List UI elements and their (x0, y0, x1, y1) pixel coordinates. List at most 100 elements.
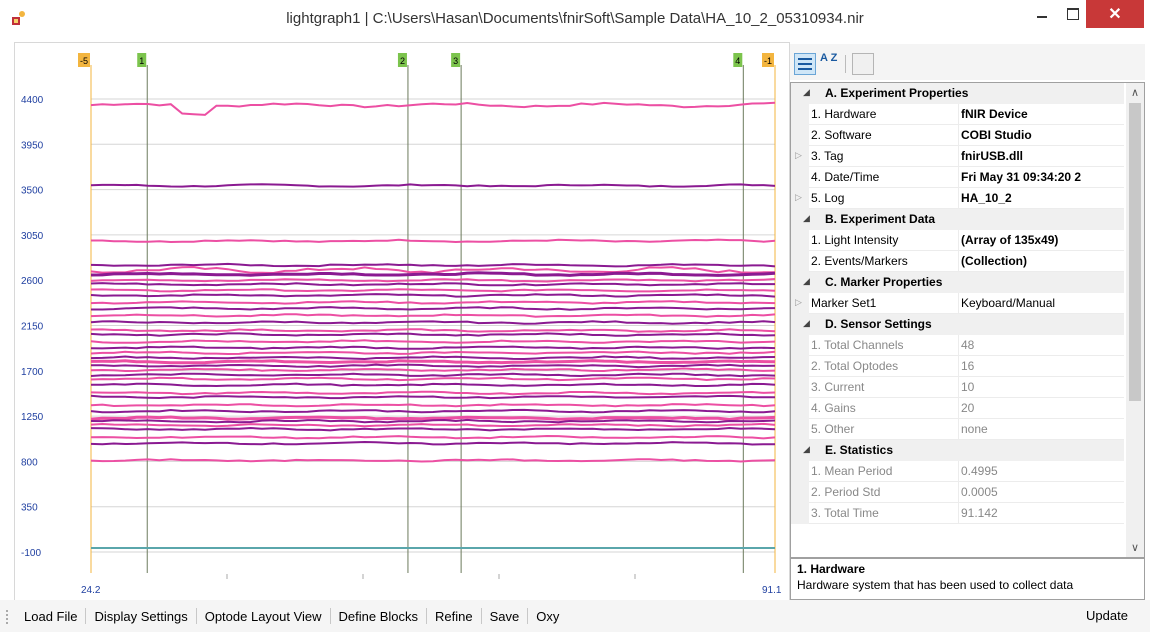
column-divider[interactable] (958, 104, 959, 125)
menu-item-refine[interactable]: Refine (435, 608, 473, 624)
property-row[interactable]: 2. Software COBI Studio (791, 125, 1124, 146)
marker-label: -1 (764, 56, 772, 66)
row-gutter (791, 188, 809, 209)
column-divider[interactable] (958, 251, 959, 272)
property-row[interactable]: 4. Gains 20 (791, 398, 1124, 419)
property-category[interactable]: ◢ D. Sensor Settings (791, 314, 1124, 335)
property-value[interactable]: (Array of 135x49) (961, 233, 1059, 247)
property-row[interactable]: 2. Period Std 0.0005 (791, 482, 1124, 503)
column-divider[interactable] (958, 503, 959, 524)
light-intensity-chart[interactable]: 4400 3950 3500 3050 2600 2150 1700 1250 800 350 -1… (15, 43, 789, 603)
column-divider[interactable] (958, 419, 959, 440)
menu-item-load-file[interactable]: Load File (24, 608, 78, 624)
update-button[interactable]: Update (1086, 608, 1128, 623)
collapse-arrow-icon[interactable]: ◢ (803, 318, 810, 328)
expand-arrow-icon[interactable]: ▷ (795, 297, 802, 307)
y-tick-label: 2150 (21, 322, 44, 333)
expand-arrow-icon[interactable]: ▷ (795, 150, 802, 160)
property-row[interactable]: 1. Total Channels 48 (791, 335, 1124, 356)
property-row[interactable]: ▷ 3. Tag fnirUSB.dll (791, 146, 1124, 167)
series-line (90, 355, 776, 361)
y-tick-label: 1250 (21, 412, 44, 423)
menu-item-save[interactable]: Save (489, 608, 520, 624)
collapse-arrow-icon[interactable]: ◢ (803, 444, 810, 454)
property-row[interactable]: 2. Events/Markers (Collection) (791, 251, 1124, 272)
series-line (90, 350, 776, 356)
column-divider[interactable] (958, 482, 959, 503)
menu-item-display-settings[interactable]: Display Settings (94, 608, 188, 624)
column-divider[interactable] (958, 146, 959, 167)
property-value[interactable]: COBI Studio (961, 128, 1032, 142)
categorized-button[interactable] (794, 53, 816, 75)
scroll-down-icon[interactable]: ∨ (1130, 542, 1140, 554)
y-tick-label: 1700 (21, 367, 44, 378)
property-value[interactable]: Fri May 31 09:34:20 2 (961, 170, 1082, 184)
property-name: 4. Gains (811, 401, 856, 415)
column-divider[interactable] (958, 188, 959, 209)
light-graph-panel[interactable]: 4400 3950 3500 3050 2600 2150 1700 1250 800 350 -1… (14, 42, 790, 604)
property-name: 4. Date/Time (811, 170, 880, 184)
collapse-arrow-icon[interactable]: ◢ (803, 213, 810, 223)
row-gutter (791, 461, 809, 482)
property-row[interactable]: ▷ Marker Set1 Keyboard/Manual (791, 293, 1124, 314)
row-gutter (791, 377, 809, 398)
property-value[interactable]: 0.4995 (961, 464, 998, 478)
property-value[interactable]: fnirUSB.dll (961, 149, 1023, 163)
property-grid-list[interactable]: ◢ E. Statistics ◢ D. Sensor Settings ◢ C. Mar… (790, 82, 1145, 558)
property-row[interactable]: 1. Light Intensity (Array of 135x49) (791, 230, 1124, 251)
column-divider[interactable] (958, 167, 959, 188)
property-row[interactable]: 1. Hardware fNIR Device (791, 104, 1124, 125)
menu-item-optode-layout-view[interactable]: Optode Layout View (204, 608, 322, 624)
marker-flag (451, 53, 461, 67)
property-value[interactable]: 10 (961, 380, 975, 394)
expand-arrow-icon[interactable]: ▷ (795, 192, 802, 202)
property-category[interactable]: ◢ C. Marker Properties (791, 272, 1124, 293)
column-divider[interactable] (958, 335, 959, 356)
menu-item-define-blocks[interactable]: Define Blocks (338, 608, 419, 624)
maximize-button[interactable] (1058, 0, 1090, 28)
close-button[interactable]: ✕ (1086, 0, 1144, 28)
column-divider[interactable] (958, 356, 959, 377)
property-value[interactable]: 0.0005 (961, 485, 998, 499)
property-value[interactable]: none (961, 422, 988, 436)
property-value[interactable]: 48 (961, 338, 975, 352)
alphabetical-button[interactable]: A Z (820, 53, 842, 75)
property-value[interactable]: 16 (961, 359, 975, 373)
column-divider[interactable] (958, 377, 959, 398)
x-end-label: 91.1 (762, 585, 782, 596)
property-grid-scrollbar[interactable]: ∧ ∨ (1126, 83, 1144, 557)
property-row[interactable]: 3. Total Time 91.142 (791, 503, 1124, 524)
property-category[interactable]: ◢ E. Statistics (791, 440, 1124, 461)
scrollbar-thumb[interactable] (1129, 103, 1141, 401)
marker-flag (397, 53, 407, 67)
marker-label: 4 (735, 56, 740, 66)
property-value[interactable]: fNIR Device (961, 107, 1028, 121)
property-value[interactable]: (Collection) (961, 254, 1027, 268)
property-row[interactable]: 4. Date/Time Fri May 31 09:34:20 2 (791, 167, 1124, 188)
property-value[interactable]: 20 (961, 401, 975, 415)
menu-item-oxy[interactable]: Oxy (536, 608, 560, 624)
property-row[interactable]: ▷ 5. Log HA_10_2 (791, 188, 1124, 209)
property-value[interactable]: Keyboard/Manual (961, 296, 1056, 310)
property-category[interactable]: ◢ A. Experiment Properties (791, 83, 1124, 104)
property-row[interactable]: 2. Total Optodes 16 (791, 356, 1124, 377)
column-divider[interactable] (958, 461, 959, 482)
collapse-arrow-icon[interactable]: ◢ (803, 87, 810, 97)
column-divider[interactable] (958, 230, 959, 251)
property-row[interactable]: 3. Current 10 (791, 377, 1124, 398)
column-divider[interactable] (958, 293, 959, 314)
property-category[interactable]: ◢ B. Experiment Data (791, 209, 1124, 230)
property-pages-button[interactable] (852, 53, 874, 75)
minimize-button[interactable] (1026, 0, 1058, 28)
property-row[interactable]: 1. Mean Period 0.4995 (791, 461, 1124, 482)
column-divider[interactable] (958, 125, 959, 146)
property-name: 1. Hardware (811, 107, 877, 121)
scroll-up-icon[interactable]: ∧ (1130, 87, 1140, 99)
property-value[interactable]: 91.142 (961, 506, 998, 520)
column-divider[interactable] (958, 398, 959, 419)
property-name: 3. Total Time (811, 506, 879, 520)
collapse-arrow-icon[interactable]: ◢ (803, 276, 810, 286)
property-row[interactable]: 5. Other none (791, 419, 1124, 440)
property-value[interactable]: HA_10_2 (961, 191, 1012, 205)
y-tick-label: 4400 (21, 95, 44, 106)
